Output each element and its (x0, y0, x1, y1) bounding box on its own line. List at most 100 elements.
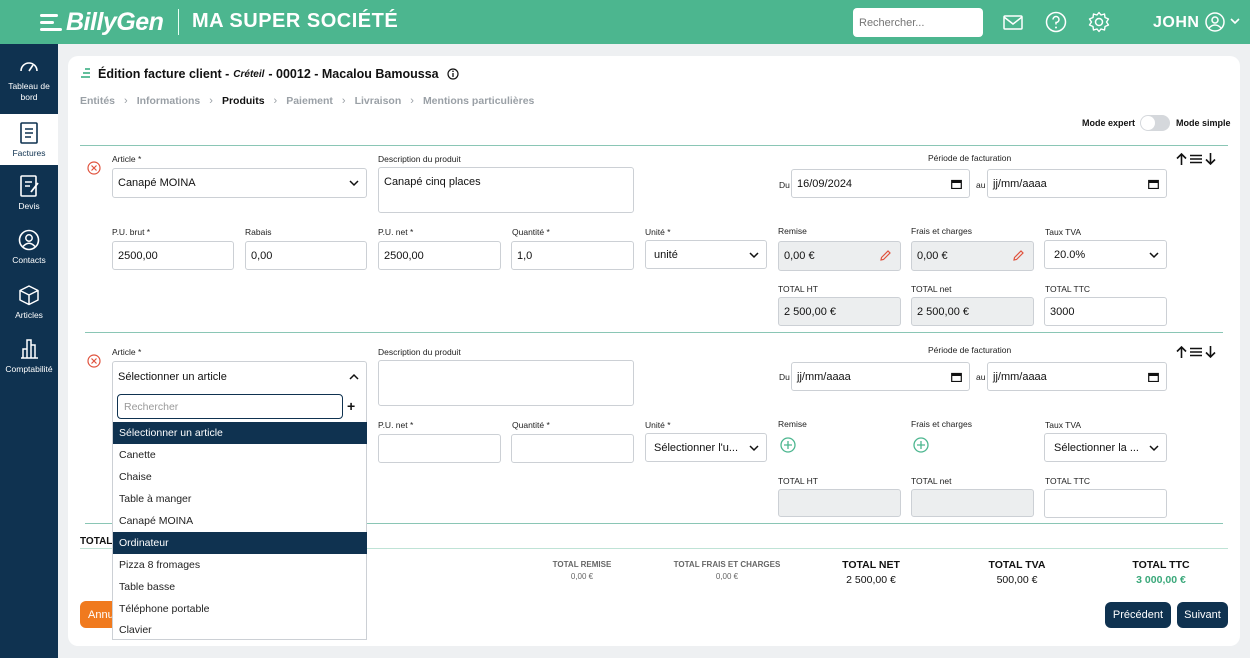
dropdown-option[interactable]: Table à manger (119, 493, 192, 505)
sidebar-item-label: Factures (12, 148, 46, 158)
quantite-input[interactable]: 1,0 (511, 241, 634, 270)
total-tva-summary-value: 500,00 € (996, 574, 1038, 586)
total-ht-label: TOTAL HT (778, 476, 818, 486)
dropdown-option[interactable]: Canapé MOINA (119, 515, 194, 527)
sidebar-item-label: Contacts (12, 255, 46, 265)
unite-select[interactable]: Sélectionner l'u... (645, 433, 767, 462)
divider (85, 332, 1223, 333)
crumb-informations[interactable]: Informations (136, 95, 201, 107)
crumb-mentions[interactable]: Mentions particulières (422, 95, 535, 107)
sidebar-item-invoices[interactable]: Factures (0, 114, 58, 165)
calendar-icon[interactable] (1148, 372, 1159, 382)
mode-toggle[interactable] (1140, 115, 1170, 131)
dropdown-option[interactable]: Téléphone portable (119, 603, 210, 615)
chevron-up-icon (349, 373, 359, 380)
rabais-input[interactable]: 0,00 (245, 241, 367, 270)
next-button[interactable]: Suivant (1177, 602, 1228, 628)
pu-net-value: 2500,00 (384, 249, 424, 262)
quantite-label: Quantité * (512, 420, 550, 430)
chevron-down-icon[interactable] (1230, 17, 1240, 25)
logo[interactable]: BillyGen (40, 8, 164, 36)
date-du-input[interactable]: 16/09/2024 (791, 169, 970, 198)
dropdown-option[interactable]: Sélectionner un article (113, 422, 367, 444)
sidebar-item-articles[interactable]: Articles (0, 283, 58, 327)
unite-select[interactable]: unité (645, 240, 767, 269)
date-au-input[interactable]: jj/mm/aaaa (987, 169, 1167, 198)
calendar-icon[interactable] (951, 179, 962, 189)
crumb-paiement[interactable]: Paiement (286, 95, 333, 107)
taux-tva-label: Taux TVA (1045, 227, 1082, 237)
quantite-input[interactable] (511, 434, 634, 463)
date-du-value: 16/09/2024 (797, 177, 853, 190)
crumb-livraison[interactable]: Livraison (354, 95, 402, 107)
gear-icon[interactable] (1088, 11, 1110, 33)
article-select[interactable]: Canapé MOINA (112, 168, 367, 198)
pu-net-label: P.U. net * (378, 420, 414, 430)
dropdown-option[interactable]: Pizza 8 fromages (119, 559, 201, 571)
arrow-up-icon[interactable] (1175, 345, 1188, 359)
sidebar-item-quotes[interactable]: Devis (0, 174, 58, 218)
edit-pencil-icon[interactable] (879, 249, 892, 262)
crumb-entites[interactable]: Entités (80, 95, 116, 107)
pu-net-input[interactable] (378, 434, 501, 463)
chevron-down-icon (749, 251, 759, 258)
dropdown-option[interactable]: Canette (119, 449, 156, 461)
date-au-label: au (976, 180, 986, 190)
title-rest: - 00012 - Macalou Bamoussa (268, 67, 439, 81)
article-label: Article * (112, 154, 142, 164)
calendar-icon[interactable] (1148, 179, 1159, 189)
previous-button[interactable]: Précédent (1105, 602, 1171, 628)
total-net-field (911, 489, 1034, 517)
article-select-open[interactable]: Sélectionner un article (112, 361, 367, 391)
frais-label: Frais et charges (911, 419, 972, 429)
taux-tva-select[interactable]: 20.0% (1044, 240, 1167, 269)
add-remise-icon[interactable] (780, 437, 796, 453)
mail-icon[interactable] (1002, 11, 1024, 33)
drag-handle-icon[interactable] (1189, 345, 1203, 359)
add-article-icon[interactable]: + (347, 398, 356, 414)
date-au-input[interactable]: jj/mm/aaaa (987, 362, 1167, 391)
date-du-input[interactable]: jj/mm/aaaa (791, 362, 970, 391)
description-textarea[interactable] (378, 360, 634, 406)
sidebar-item-contacts[interactable]: Contacts (0, 228, 58, 272)
arrow-up-icon[interactable] (1175, 152, 1188, 166)
top-bar: BillyGen MA SUPER SOCIÉTÉ JOHN (0, 0, 1250, 44)
drag-handle-icon[interactable] (1189, 152, 1203, 166)
dropdown-option[interactable]: Clavier (119, 624, 152, 636)
invoice-small-icon (81, 68, 90, 78)
user-name[interactable]: JOHN (1153, 14, 1200, 31)
calendar-icon[interactable] (951, 372, 962, 382)
remise-field[interactable]: 0,00 € (778, 241, 901, 271)
crumb-produits[interactable]: Produits (221, 95, 265, 107)
global-search-input[interactable] (853, 8, 983, 37)
info-icon[interactable] (447, 68, 459, 80)
frais-field[interactable]: 0,00 € (911, 241, 1034, 271)
taux-tva-select[interactable]: Sélectionner la ... (1044, 433, 1167, 462)
dropdown-option[interactable]: Table basse (119, 581, 176, 593)
add-frais-icon[interactable] (913, 437, 929, 453)
unite-value: Sélectionner l'u... (654, 441, 739, 454)
arrow-down-icon[interactable] (1204, 345, 1217, 359)
help-icon[interactable] (1045, 11, 1067, 33)
pu-brut-value: 2500,00 (118, 249, 158, 262)
dropdown-option[interactable]: Chaise (119, 471, 152, 483)
remove-line-icon[interactable] (87, 354, 101, 368)
total-ttc-input[interactable] (1044, 489, 1167, 518)
user-circle-icon[interactable] (1204, 11, 1226, 33)
mode-expert-label: Mode expert (1082, 118, 1136, 128)
taux-tva-label: Taux TVA (1045, 420, 1082, 430)
divider (85, 523, 1223, 524)
pu-brut-input[interactable]: 2500,00 (112, 241, 234, 270)
total-ttc-input[interactable]: 3000 (1044, 297, 1167, 326)
pu-net-input[interactable]: 2500,00 (378, 241, 501, 270)
remove-line-icon[interactable] (87, 161, 101, 175)
line-controls (1175, 152, 1217, 166)
dropdown-option[interactable]: Ordinateur (113, 532, 367, 554)
dropdown-search-input[interactable]: Rechercher (117, 394, 343, 419)
description-textarea[interactable]: Canapé cinq places (378, 167, 634, 213)
sidebar-item-dashboard[interactable]: Tableau de bord (0, 56, 58, 108)
edit-pencil-icon[interactable] (1012, 249, 1025, 262)
sidebar-item-accounting[interactable]: Comptabilité (0, 337, 58, 381)
chevron-right-icon: › (273, 95, 278, 107)
arrow-down-icon[interactable] (1204, 152, 1217, 166)
